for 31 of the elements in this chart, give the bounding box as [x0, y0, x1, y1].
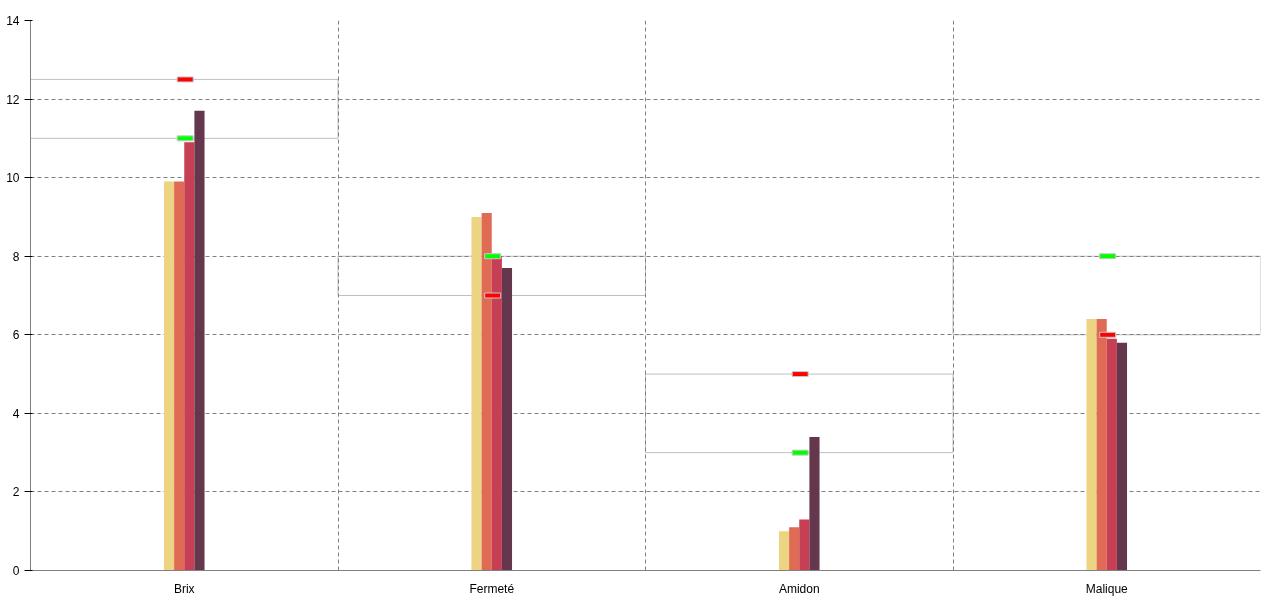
- bar: [778, 531, 790, 571]
- bar: [809, 436, 820, 571]
- x-tick-label: Fermeté: [469, 581, 515, 596]
- bar: [501, 268, 513, 571]
- x-tick-label: Amidon: [778, 581, 820, 596]
- y-tick-label: 0: [12, 564, 20, 578]
- y-tick-label: 4: [12, 406, 20, 421]
- bar: [799, 519, 810, 571]
- bar: [1086, 319, 1097, 571]
- y-tick-label: 6: [12, 328, 20, 343]
- bar: [30, 78, 339, 139]
- bar: [184, 142, 195, 571]
- bar: [194, 110, 205, 571]
- x-tick-label: Malique: [1085, 581, 1129, 596]
- x-tick-label: Brix: [173, 581, 195, 596]
- y-tick-label: 14: [6, 14, 20, 28]
- bar: [337, 255, 646, 296]
- bar: [1116, 342, 1128, 571]
- bar: [645, 373, 954, 454]
- y-tick-label: 10: [6, 171, 20, 186]
- bar: [174, 181, 185, 571]
- bar: [471, 216, 482, 571]
- bar: [1106, 338, 1117, 571]
- y-tick-label: 12: [6, 92, 20, 107]
- bar: [1096, 319, 1107, 571]
- bar: [789, 527, 800, 571]
- bar: [163, 181, 175, 571]
- bar: [481, 213, 492, 571]
- y-tick-label: 8: [12, 249, 20, 264]
- bar: [491, 256, 502, 571]
- y-tick-label: 2: [12, 485, 20, 500]
